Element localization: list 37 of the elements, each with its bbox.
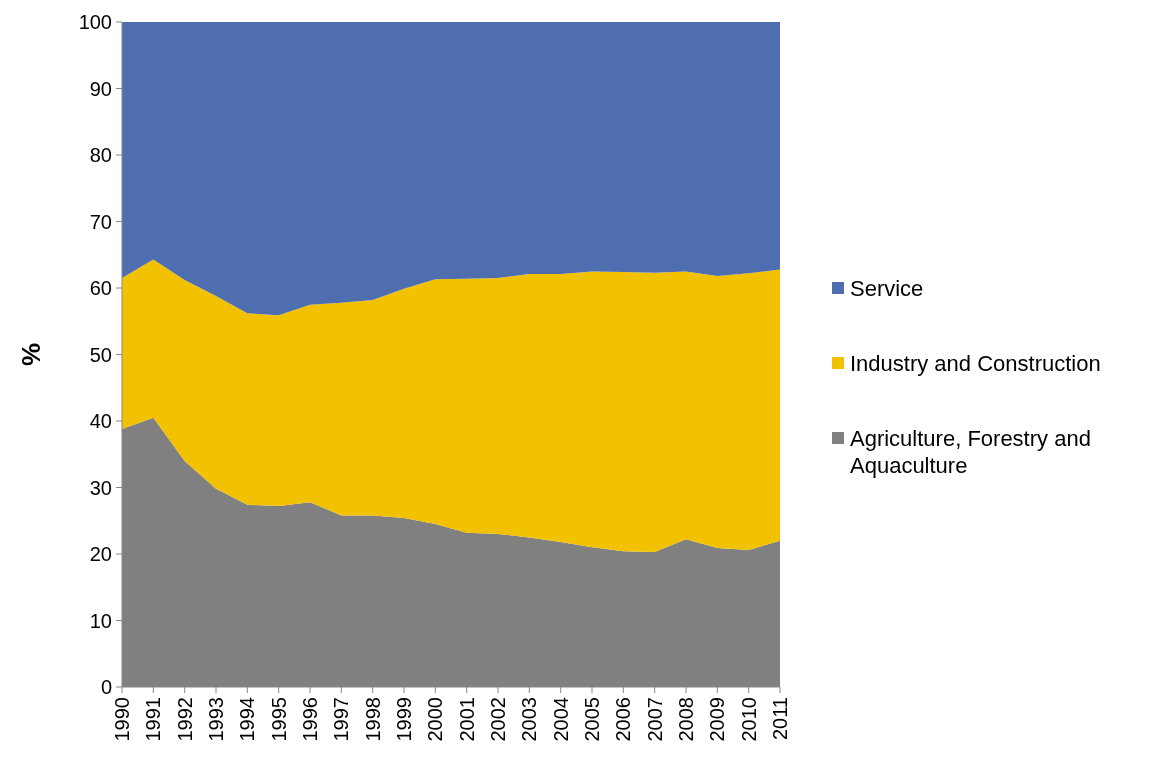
legend-label: Agriculture, Forestry and Aquaculture: [850, 425, 1091, 479]
y-axis-title: %: [16, 342, 46, 367]
x-tick-label: 2002: [487, 697, 509, 742]
y-tick-label: 10: [89, 609, 112, 632]
x-tick-label: 1995: [267, 697, 290, 742]
y-tick-label: 50: [89, 343, 112, 366]
x-tick-label: 2007: [643, 697, 666, 742]
y-tick-label: 80: [89, 144, 112, 166]
y-tick-label: 0: [100, 676, 112, 698]
x-tick-label: 2001: [455, 697, 478, 742]
x-tick-label: 2006: [612, 697, 635, 742]
x-tick-label: 2005: [581, 697, 603, 742]
legend-label: Service: [850, 275, 924, 301]
x-tick-label: 1992: [173, 697, 196, 742]
x-tick-label: 1997: [330, 697, 353, 742]
x-tick-label: 2004: [549, 697, 572, 742]
x-tick-label: 2003: [518, 697, 541, 742]
x-tick-label: 1998: [361, 697, 384, 742]
x-tick-label: 1996: [299, 697, 321, 742]
y-tick-label: 40: [89, 410, 112, 432]
x-tick-label: 1990: [111, 697, 133, 742]
y-tick-label: 100: [78, 11, 112, 33]
x-tick-label: 2000: [424, 697, 447, 742]
y-tick-label: 20: [89, 543, 112, 565]
x-tick-label: 2009: [706, 697, 729, 742]
x-tick-label: 2011: [769, 697, 791, 741]
x-tick-label: 1994: [236, 697, 259, 742]
x-tick-label: 2008: [675, 697, 697, 742]
x-tick-label: 1991: [142, 697, 165, 742]
x-tick-label: 2010: [737, 697, 760, 742]
x-tick-label: 1999: [393, 697, 415, 742]
y-tick-label: 90: [89, 77, 112, 100]
legend-label: Industry and Construction: [850, 350, 1101, 376]
x-tick-label: 1993: [205, 697, 227, 742]
y-tick-label: 70: [89, 210, 112, 233]
y-tick-label: 60: [89, 277, 112, 299]
y-tick-label: 30: [89, 476, 112, 499]
